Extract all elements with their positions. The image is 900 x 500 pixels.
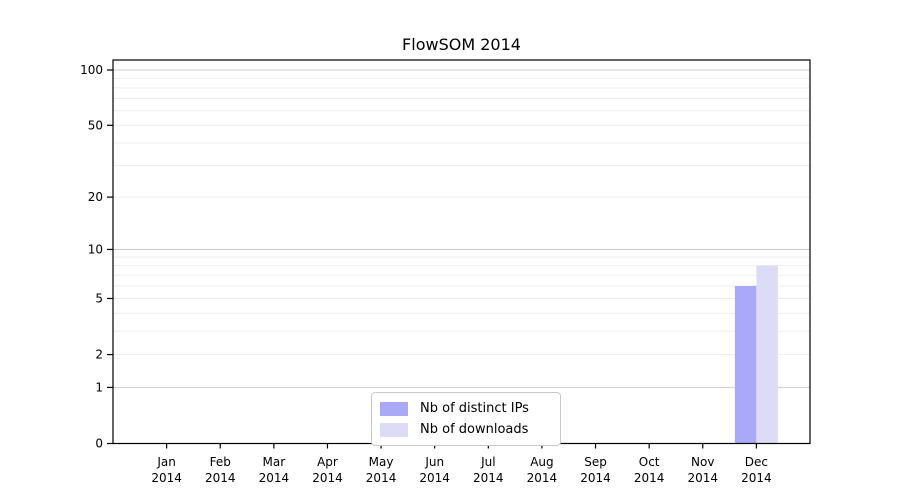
legend-label-distinct-ips: Nb of distinct IPs xyxy=(420,401,529,416)
x-tick-label-year: 2014 xyxy=(312,471,343,485)
x-tick-label-year: 2014 xyxy=(741,471,772,485)
legend-item-downloads: Nb of downloads xyxy=(380,419,552,440)
x-tick-label-year: 2014 xyxy=(151,471,182,485)
plot-border xyxy=(112,59,811,445)
x-tick-label-year: 2014 xyxy=(580,471,611,485)
x-tick-label-month: Jul xyxy=(480,455,495,469)
x-tick-label-year: 2014 xyxy=(687,471,718,485)
y-tick-label: 5 xyxy=(95,291,103,305)
x-tick-label-month: Aug xyxy=(530,455,553,469)
legend-swatch-downloads xyxy=(380,422,408,437)
legend-label-downloads: Nb of downloads xyxy=(420,422,529,437)
bar-nb-of-distinct-ips xyxy=(734,286,757,444)
y-tick-label: 50 xyxy=(88,118,103,132)
x-tick-label-month: Jun xyxy=(424,455,444,469)
x-tick-label-month: Apr xyxy=(317,455,338,469)
x-tick-label-year: 2014 xyxy=(473,471,504,485)
x-tick-label-year: 2014 xyxy=(527,471,558,485)
x-tick-label-month: Dec xyxy=(745,455,768,469)
bar-nb-of-downloads xyxy=(756,265,778,444)
y-tick-label: 1 xyxy=(95,380,103,394)
y-tick-label: 2 xyxy=(95,348,103,362)
x-tick-label-year: 2014 xyxy=(634,471,665,485)
x-tick-label-month: Sep xyxy=(584,455,607,469)
y-tick-label: 0 xyxy=(95,437,103,451)
x-tick-label-year: 2014 xyxy=(419,471,450,485)
y-tick-label: 10 xyxy=(88,242,103,256)
x-tick-label-month: Nov xyxy=(691,455,714,469)
x-tick-label-month: Mar xyxy=(263,455,286,469)
x-tick-label-month: Feb xyxy=(210,455,231,469)
y-tick-label: 20 xyxy=(88,190,103,204)
x-tick-label-month: Oct xyxy=(639,455,660,469)
legend-item-distinct-ips: Nb of distinct IPs xyxy=(380,398,552,419)
x-tick-label-month: May xyxy=(369,455,394,469)
legend: Nb of distinct IPs Nb of downloads xyxy=(371,392,561,446)
legend-swatch-distinct-ips xyxy=(380,401,408,416)
chart-title: FlowSOM 2014 xyxy=(402,35,521,54)
x-tick-label-year: 2014 xyxy=(259,471,290,485)
x-tick-label-year: 2014 xyxy=(366,471,397,485)
y-tick-label: 100 xyxy=(80,63,103,77)
x-tick-label-month: Jan xyxy=(156,455,176,469)
x-tick-label-year: 2014 xyxy=(205,471,236,485)
